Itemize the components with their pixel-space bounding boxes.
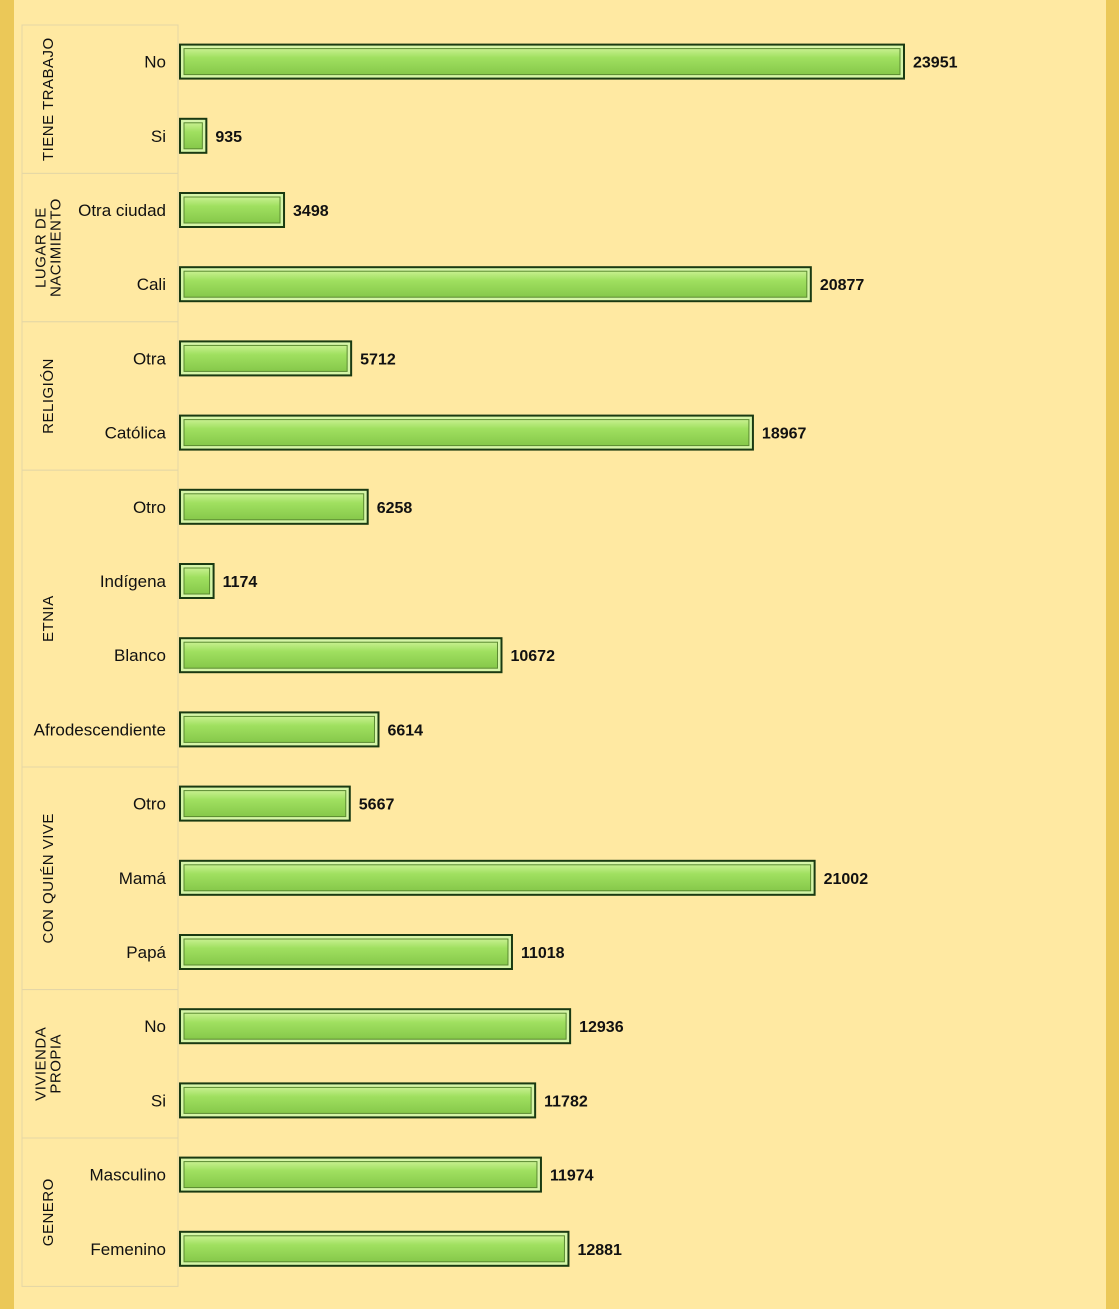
- group-panel: [21, 24, 179, 174]
- category-label: Otra ciudad: [78, 201, 166, 220]
- bar-fill: [183, 196, 281, 224]
- group-label: ETNIA: [40, 595, 57, 642]
- bar-fill: [183, 641, 498, 669]
- group-panel: [21, 469, 179, 768]
- category-label: Si: [151, 1091, 166, 1110]
- bar-fill: [183, 790, 347, 818]
- bar: [179, 1230, 570, 1267]
- bar: [179, 711, 380, 748]
- bar: [179, 1082, 537, 1119]
- value-label: 20877: [820, 277, 865, 294]
- value-label: 21002: [824, 871, 869, 888]
- category-label: Si: [151, 127, 166, 146]
- category-label: Cali: [137, 275, 166, 294]
- bar-fill: [183, 938, 509, 966]
- value-label: 6614: [387, 722, 423, 739]
- bar-fill: [183, 122, 203, 150]
- category-label: Blanco: [114, 646, 166, 665]
- category-label: No: [144, 53, 166, 72]
- bar: [179, 1008, 572, 1045]
- category-label: Mamá: [119, 869, 167, 888]
- group-label: GENERO: [40, 1178, 57, 1246]
- group-panel: [21, 989, 179, 1139]
- value-label: 1174: [223, 574, 258, 591]
- value-label: 10672: [510, 648, 555, 665]
- bar: [179, 43, 905, 80]
- bar: [179, 414, 754, 451]
- bar-fill: [183, 1086, 532, 1114]
- bar-fill: [183, 715, 375, 743]
- category-label: Femenino: [90, 1240, 166, 1259]
- value-label: 6258: [377, 500, 413, 517]
- category-label: Indígena: [100, 572, 167, 591]
- value-label: 23951: [913, 55, 958, 72]
- group-label: RELIGIÓN: [40, 358, 57, 434]
- category-label: No: [144, 1017, 166, 1036]
- bar-fill: [183, 493, 365, 521]
- bar: [179, 563, 215, 599]
- group-label: LUGAR DENACIMIENTO: [33, 198, 65, 297]
- value-label: 18967: [762, 426, 807, 443]
- group-label: VIVIENDAPROPIA: [33, 1027, 65, 1101]
- value-label: 12881: [577, 1242, 622, 1259]
- category-label: Otra: [133, 349, 167, 368]
- bar-fill: [183, 1161, 538, 1189]
- bar: [179, 340, 353, 377]
- category-label: Otro: [133, 795, 166, 814]
- group-panel: [21, 766, 179, 991]
- bar-fill: [183, 567, 211, 595]
- bar-fill: [183, 1235, 565, 1263]
- group-panel: [21, 172, 179, 323]
- value-label: 11782: [544, 1093, 588, 1110]
- bar: [179, 266, 812, 303]
- value-label: 11018: [521, 945, 565, 962]
- bar-fill: [183, 864, 812, 892]
- group-label: CON QUIÉN VIVE: [40, 813, 57, 943]
- value-label: 5712: [360, 351, 396, 368]
- value-label: 935: [215, 129, 242, 146]
- value-label: 11974: [550, 1168, 594, 1185]
- category-label: Masculino: [89, 1166, 166, 1185]
- group-label: TIENE TRABAJO: [40, 37, 57, 161]
- bar-fill: [183, 270, 808, 298]
- bar: [179, 192, 286, 228]
- bar-fill: [183, 48, 901, 76]
- category-label: Católica: [105, 424, 167, 443]
- category-label: Afrodescendiente: [34, 720, 166, 739]
- bar: [179, 934, 513, 970]
- group-panel: [21, 321, 179, 471]
- category-label: Papá: [126, 943, 166, 962]
- bar-chart: TIENE TRABAJO LUGAR DENACIMIENTO RELIGIÓN E…: [21, 24, 958, 1287]
- value-label: 5667: [359, 797, 395, 814]
- bar: [179, 117, 208, 154]
- bar: [179, 859, 816, 896]
- bar: [179, 1156, 542, 1193]
- bar: [179, 785, 351, 822]
- bar-fill: [183, 419, 750, 447]
- chart-area: TIENE TRABAJO LUGAR DENACIMIENTO RELIGIÓN E…: [14, 0, 1106, 1309]
- value-label: 3498: [293, 203, 329, 220]
- bar: [179, 488, 369, 525]
- category-label: Otro: [133, 498, 166, 517]
- group-panel: [21, 1137, 179, 1287]
- value-label: 12936: [579, 1019, 624, 1036]
- bar: [179, 637, 503, 674]
- bar-fill: [183, 1012, 567, 1040]
- bar-fill: [183, 344, 348, 372]
